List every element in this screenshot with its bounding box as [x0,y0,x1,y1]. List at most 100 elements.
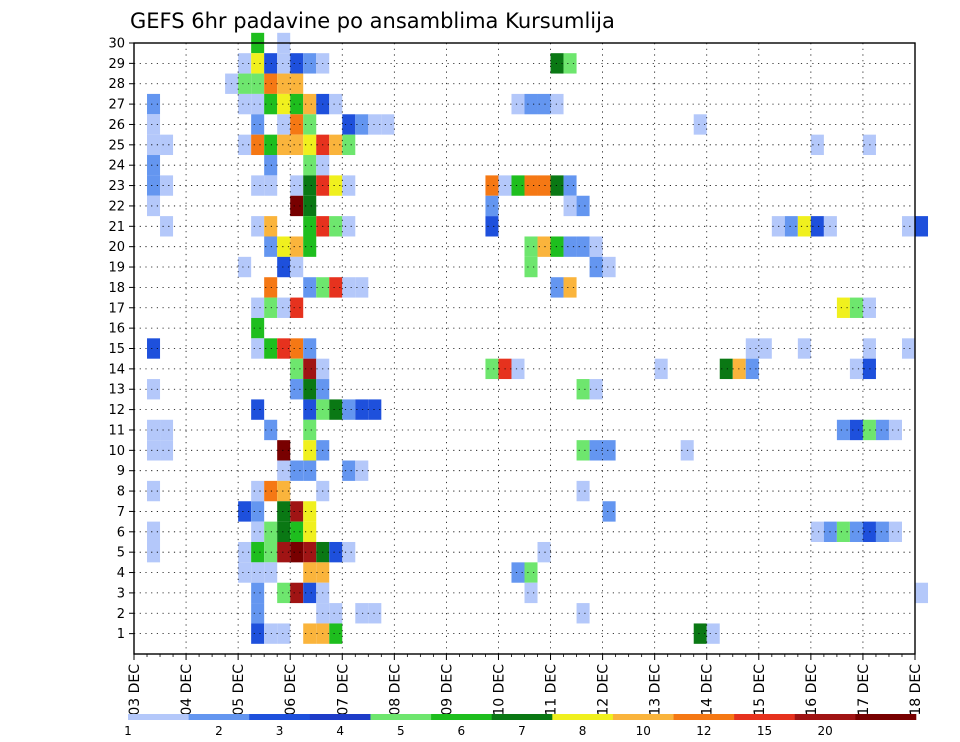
x-tick-label: 03 DEC [127,664,143,716]
heatmap-cell [160,134,174,156]
heatmap-cell [290,501,304,522]
y-tick-label: 10 [108,444,125,459]
heatmap-cell [147,134,161,156]
legend-color-swatch [552,714,614,720]
heatmap-cell [303,277,317,298]
heatmap-cell [875,521,889,542]
heatmap-cell [251,93,265,115]
heatmap-cell [251,134,265,156]
heatmap-cell [915,216,929,237]
heatmap-cell [576,236,590,257]
heatmap-cell [368,603,382,624]
x-tick-label: 05 DEC [231,664,247,716]
legend-label: 20 [817,724,832,738]
y-tick-label: 16 [108,322,125,337]
legend-label: 5 [397,724,405,738]
heatmap-cell [303,562,317,583]
heatmap-cell [342,114,356,135]
heatmap-cell [251,480,265,502]
heatmap-cell [563,195,577,217]
heatmap-cell [264,277,278,298]
heatmap-cell [277,297,291,318]
heatmap-cell [277,480,291,502]
heatmap-cell [888,521,902,542]
heatmap-cell [901,338,915,359]
y-tick-label: 15 [108,342,125,357]
heatmap-cell [602,440,616,461]
legend-color-swatch [794,714,856,720]
heatmap-cell [277,93,291,115]
y-tick-label: 22 [108,199,125,214]
heatmap-cell [251,317,265,339]
heatmap-cell [277,256,291,278]
heatmap-cell [654,358,668,380]
heatmap-cell [264,419,278,441]
heatmap-cell [277,440,291,461]
heatmap-cell [342,134,356,156]
heatmap-cell [329,93,343,115]
heatmap-cell [251,582,265,604]
heatmap-cell [524,256,538,278]
heatmap-cell [238,93,252,115]
heatmap-cell [888,419,902,441]
heatmap-cell [277,53,291,74]
heatmap-cell [251,623,265,644]
heatmap-cell [264,134,278,156]
y-tick-label: 30 [108,37,125,52]
heatmap-cell [160,175,174,196]
heatmap-cell [303,379,317,400]
y-tick-label: 29 [108,57,125,72]
x-tick-label: 17 DEC [856,664,872,716]
heatmap-cell [277,623,291,644]
heatmap-cell [251,114,265,135]
heatmap-cell [251,216,265,237]
color-legend: 1 2 3 4 5 6 7 8 10 12 15 20 [124,714,917,738]
heatmap-cell [602,256,616,278]
heatmap-cell [303,623,317,644]
y-tick-label: 13 [108,383,125,398]
heatmap-cell [576,195,590,217]
x-tick-label: 09 DEC [439,664,455,716]
y-tick-label: 6 [117,525,125,540]
heatmap-cell [290,93,304,115]
heatmap-cell [277,73,291,94]
heatmap-cell [264,236,278,257]
heatmap-cell [849,419,863,441]
heatmap-cell [329,623,343,644]
heatmap-cell [810,134,824,156]
heatmap-cell [303,419,317,441]
legend-label: 3 [276,724,284,738]
heatmap-cell [251,399,265,420]
y-tick-label: 18 [108,281,125,296]
legend-label: 10 [636,724,651,738]
heatmap-cell [485,216,499,237]
heatmap-cell [290,582,304,604]
heatmap-cell [342,216,356,237]
heatmap-cell [693,114,707,135]
legend-color-swatch [128,714,189,720]
heatmap-cell [264,521,278,542]
heatmap-cell [875,419,889,441]
heatmap-cell [537,93,551,115]
heatmap-cell [264,338,278,359]
heatmap-cell [303,521,317,542]
legend-color-swatch [734,714,796,720]
x-tick-label: 18 DEC [908,664,924,716]
heatmap-cell [251,297,265,318]
heatmap-cell [537,175,551,196]
heatmap-cell [303,216,317,237]
heatmap-cell [524,175,538,196]
heatmap-cell [550,175,564,196]
heatmap-cell [550,277,564,298]
x-tick-label: 07 DEC [335,664,351,716]
heatmap-cell [147,419,161,441]
heatmap-cell [147,114,161,135]
x-tick-label: 14 DEC [700,664,716,716]
heatmap-cell [238,73,252,94]
heatmap-cell [147,541,161,563]
heatmap-cell [355,603,369,624]
heatmap-cell [303,358,317,380]
heatmap-cell [355,277,369,298]
heatmap-cell [758,338,772,359]
heatmap-cell [901,216,915,237]
